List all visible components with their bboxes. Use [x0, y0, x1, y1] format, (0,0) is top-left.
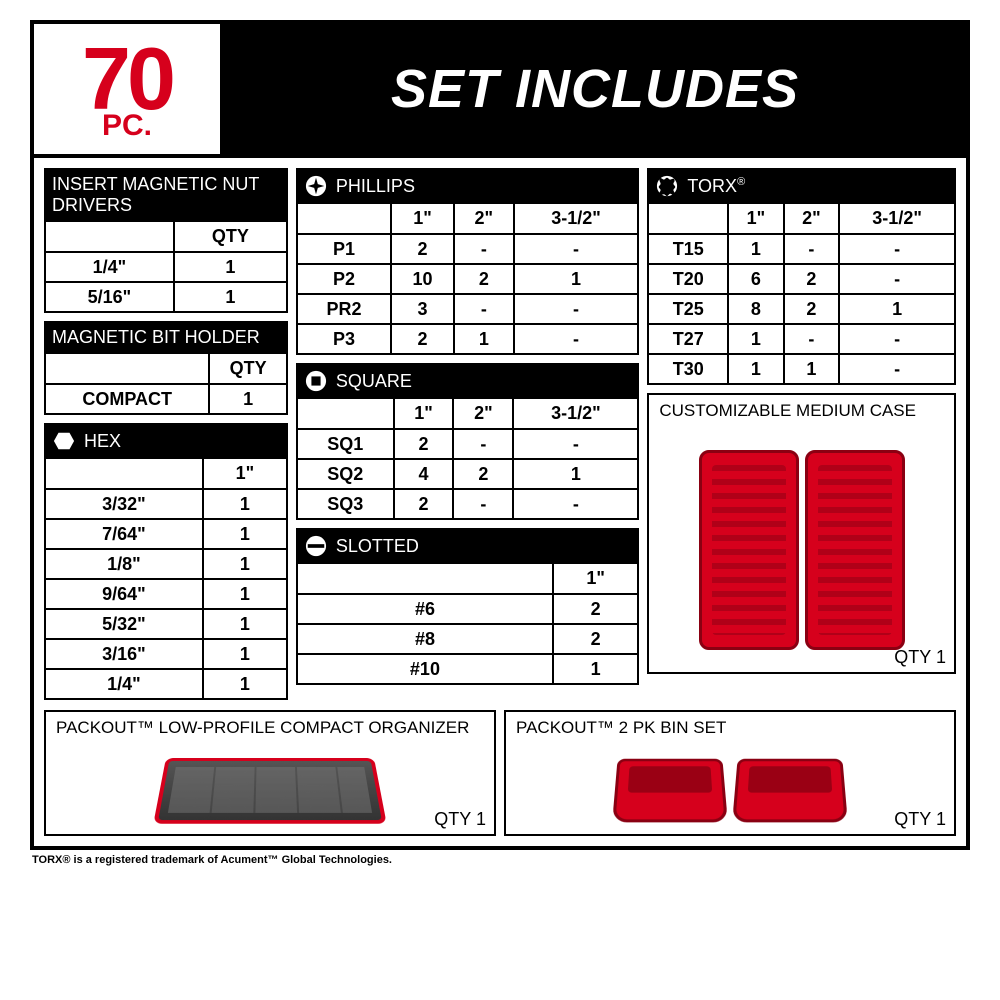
hex-icon — [52, 429, 76, 453]
organizer-qty: QTY 1 — [434, 809, 486, 830]
table-row: COMPACT1 — [45, 384, 287, 414]
col-header: 1" — [394, 399, 454, 429]
phillips-header: PHILLIPS — [296, 168, 639, 204]
table-row: 7/64"1 — [45, 519, 287, 549]
table-row: T3011- — [648, 354, 955, 384]
binset-box: PACKOUT™ 2 PK BIN SET QTY 1 — [504, 710, 956, 836]
table-row: #62 — [297, 594, 638, 624]
torx-table: TORX® 1"2"3-1/2" T151-- T2062- T25821 T2… — [647, 168, 956, 385]
bit-holder-header: MAGNETIC BIT HOLDER — [44, 321, 288, 354]
piece-count-number: 70 — [34, 39, 220, 118]
organizer-box: PACKOUT™ LOW-PROFILE COMPACT ORGANIZER Q… — [44, 710, 496, 836]
col-header: 3-1/2" — [514, 204, 639, 234]
qty-header: QTY — [209, 354, 287, 384]
table-row: P12-- — [297, 234, 638, 264]
column-1: INSERT MAGNETIC NUT DRIVERS QTY 1/4"1 5/… — [44, 168, 288, 700]
organizer-image: QTY 1 — [46, 744, 494, 834]
slotted-title: SLOTTED — [336, 536, 419, 557]
col-header: 2" — [454, 204, 514, 234]
page-title: SET INCLUDES — [224, 24, 966, 154]
organizer-title: PACKOUT™ LOW-PROFILE COMPACT ORGANIZER — [46, 712, 494, 744]
phillips-table: PHILLIPS 1"2"3-1/2" P12-- P21021 PR23-- … — [296, 168, 639, 355]
hex-table: HEX 1" 3/32"1 7/64"1 1/8"1 9/64"1 5/32"1… — [44, 423, 288, 700]
binset-image: QTY 1 — [506, 744, 954, 834]
hex-header: HEX — [44, 423, 288, 459]
table-row: T2062- — [648, 264, 955, 294]
hex-title: HEX — [84, 431, 121, 452]
table-row: 5/16"1 — [45, 282, 287, 312]
organizer-illustration — [153, 758, 386, 824]
table-row: PR23-- — [297, 294, 638, 324]
table-row: T25821 — [648, 294, 955, 324]
case-box: CUSTOMIZABLE MEDIUM CASE QTY 1 — [647, 393, 956, 674]
bin-illustration — [612, 758, 728, 822]
table-row: #101 — [297, 654, 638, 684]
qty-header: QTY — [174, 222, 287, 252]
table-row: P21021 — [297, 264, 638, 294]
torx-icon — [655, 174, 679, 198]
content-columns: INSERT MAGNETIC NUT DRIVERS QTY 1/4"1 5/… — [34, 154, 966, 710]
col-header: 3-1/2" — [513, 399, 638, 429]
col-header: 2" — [453, 399, 513, 429]
table-row: 5/32"1 — [45, 609, 287, 639]
col-header: 1" — [391, 204, 454, 234]
table-row: 1/4"1 — [45, 252, 287, 282]
table-row: T151-- — [648, 234, 955, 264]
square-header: SQUARE — [296, 363, 639, 399]
case-title: CUSTOMIZABLE MEDIUM CASE — [649, 395, 954, 427]
trademark-footnote: TORX® is a registered trademark of Acume… — [30, 850, 970, 870]
col-header: 1" — [728, 204, 784, 234]
table-row: 3/16"1 — [45, 639, 287, 669]
binset-qty: QTY 1 — [894, 809, 946, 830]
nut-drivers-header: INSERT MAGNETIC NUT DRIVERS — [44, 168, 288, 222]
table-row: P321- — [297, 324, 638, 354]
col-header: 1" — [203, 459, 287, 489]
torx-header: TORX® — [647, 168, 956, 204]
square-title: SQUARE — [336, 371, 412, 392]
slotted-icon — [304, 534, 328, 558]
table-row: 1/4"1 — [45, 669, 287, 699]
slotted-table: SLOTTED 1" #62 #82 #101 — [296, 528, 639, 685]
piece-count-badge: 70 PC. — [34, 24, 224, 154]
case-image: QTY 1 — [649, 427, 954, 672]
col-header: 3-1/2" — [839, 204, 955, 234]
col-header: 1" — [553, 564, 638, 594]
case-illustration — [805, 450, 905, 650]
torx-title: TORX® — [687, 176, 745, 197]
bit-holder-table: MAGNETIC BIT HOLDER QTY COMPACT1 — [44, 321, 288, 415]
table-row: 9/64"1 — [45, 579, 287, 609]
table-row: 1/8"1 — [45, 549, 287, 579]
table-row: T271-- — [648, 324, 955, 354]
case-qty: QTY 1 — [894, 647, 946, 668]
column-3: TORX® 1"2"3-1/2" T151-- T2062- T25821 T2… — [647, 168, 956, 700]
header: 70 PC. SET INCLUDES — [34, 24, 966, 154]
piece-count-unit: PC. — [34, 112, 220, 139]
table-row: SQ12-- — [297, 429, 638, 459]
bottom-products: PACKOUT™ LOW-PROFILE COMPACT ORGANIZER Q… — [34, 710, 966, 846]
table-row: SQ2421 — [297, 459, 638, 489]
slotted-header: SLOTTED — [296, 528, 639, 564]
phillips-icon — [304, 174, 328, 198]
case-illustration — [699, 450, 799, 650]
table-row: 3/32"1 — [45, 489, 287, 519]
col-header: 2" — [784, 204, 840, 234]
binset-title: PACKOUT™ 2 PK BIN SET — [506, 712, 954, 744]
table-row: SQ32-- — [297, 489, 638, 519]
nut-drivers-table: INSERT MAGNETIC NUT DRIVERS QTY 1/4"1 5/… — [44, 168, 288, 313]
column-2: PHILLIPS 1"2"3-1/2" P12-- P21021 PR23-- … — [296, 168, 639, 700]
bin-illustration — [732, 758, 848, 822]
table-row: #82 — [297, 624, 638, 654]
square-icon — [304, 369, 328, 393]
infographic-frame: 70 PC. SET INCLUDES INSERT MAGNETIC NUT … — [30, 20, 970, 850]
phillips-title: PHILLIPS — [336, 176, 415, 197]
square-table: SQUARE 1"2"3-1/2" SQ12-- SQ2421 SQ32-- — [296, 363, 639, 520]
